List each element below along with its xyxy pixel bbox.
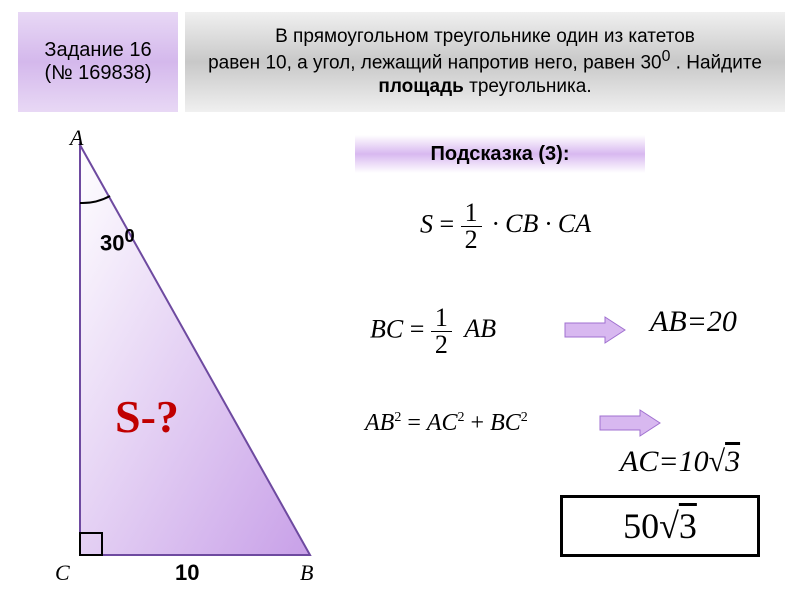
task-box: Задание 16 (№ 169838) [18,12,178,112]
vertex-a: A [70,125,83,151]
hint-label: Подсказка (3): [431,143,570,166]
vertex-c: C [55,560,70,586]
triangle-figure [30,125,350,585]
side-bc-label: 10 [175,560,199,586]
formula-area: S = 12 · CB · CA [420,200,591,253]
formula-pythagoras: AB2 = AC2 + BC2 [365,410,528,437]
formula-bc: BC = 12 AB [370,305,496,358]
hint-box: Подсказка (3): [355,135,645,173]
angle-30: 300 [100,225,135,256]
s-question: S-? [115,390,179,443]
task-number: (№ 169838) [44,62,151,85]
task-title: Задание 16 [44,39,151,62]
arrow-icon [560,315,630,345]
vertex-b: B [300,560,313,586]
problem-box: В прямоугольном треугольнике один из кат… [185,12,785,112]
answer-box: 50√3 [560,495,760,557]
result-ab: AB=20 [650,305,737,339]
result-ac: AC=10√3 [620,445,740,479]
problem-text: В прямоугольном треугольнике один из кат… [195,26,775,99]
arrow-icon [595,408,665,438]
